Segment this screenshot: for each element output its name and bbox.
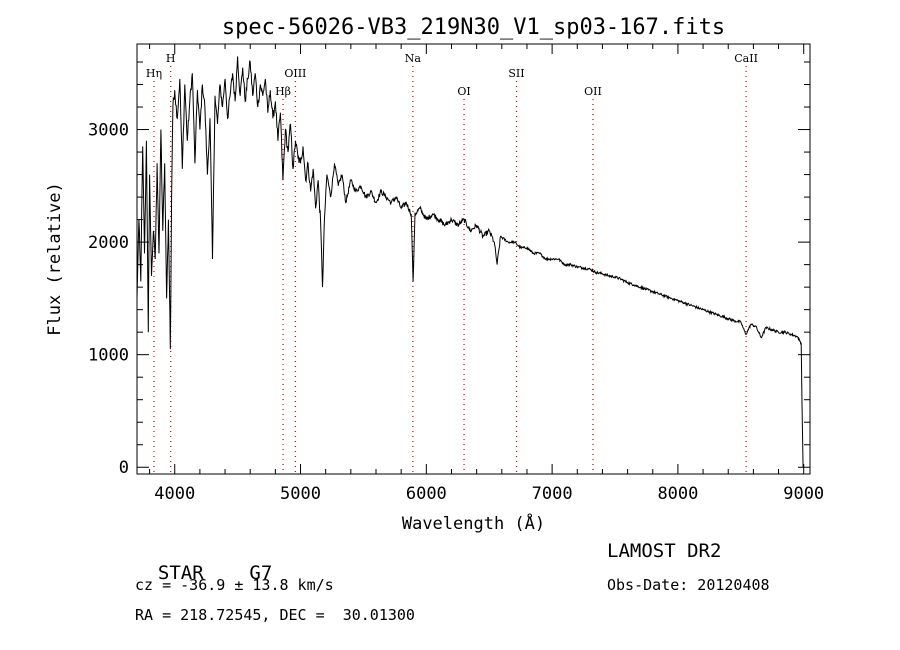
x-tick-label: 7000 (532, 484, 573, 504)
spectral-line-label: Na (405, 52, 422, 65)
x-axis-ticks: 4000 5000 6000 7000 8000 9000 (149, 44, 824, 504)
y-tick-label: 3000 (88, 121, 129, 141)
spectral-line-label: SII (508, 67, 524, 80)
spectral-line-label: H (166, 52, 176, 65)
redshift-text: cz = -36.9 ± 13.8 km/s (135, 576, 334, 594)
spectral-line-label: CaII (734, 52, 758, 65)
x-tick-label: 6000 (406, 484, 447, 504)
x-tick-label: 4000 (154, 484, 195, 504)
spectral-line-label: OIII (284, 67, 306, 80)
spectral-line-label: OI (457, 85, 470, 98)
spectral-line-label: OII (584, 85, 602, 98)
object-subclass: G7 (249, 562, 273, 584)
x-axis-label: Wavelength (Å) (402, 512, 545, 534)
x-tick-label: 8000 (657, 484, 698, 504)
survey-name: LAMOST DR2 (607, 540, 722, 562)
spectral-line-label: Hβ (275, 85, 291, 98)
flux-series-line (136, 56, 804, 468)
y-tick-label: 1000 (88, 346, 129, 366)
x-tick-label: 5000 (280, 484, 321, 504)
obs-date-text: Obs-Date: 20120408 (607, 576, 770, 594)
spectral-line-markers (153, 66, 747, 474)
y-tick-label: 2000 (88, 233, 129, 253)
spectral-line-labels: Hη H Hβ OIII Na OI SII OII CaII (146, 52, 758, 98)
plot-frame (136, 43, 811, 475)
chart-title: spec-56026-VB3_219N30_V1_sp03-167.fits (222, 15, 725, 40)
y-tick-label: 0 (119, 458, 129, 478)
coordinates-text: RA = 218.72545, DEC = 30.01300 (135, 606, 415, 624)
object-class: STAR (157, 562, 204, 584)
y-axis-ticks: 0 1000 2000 3000 (88, 61, 810, 478)
y-axis-label: Flux (relative) (45, 182, 65, 336)
spectral-line-label: Hη (146, 67, 162, 80)
x-tick-label: 9000 (783, 484, 824, 504)
